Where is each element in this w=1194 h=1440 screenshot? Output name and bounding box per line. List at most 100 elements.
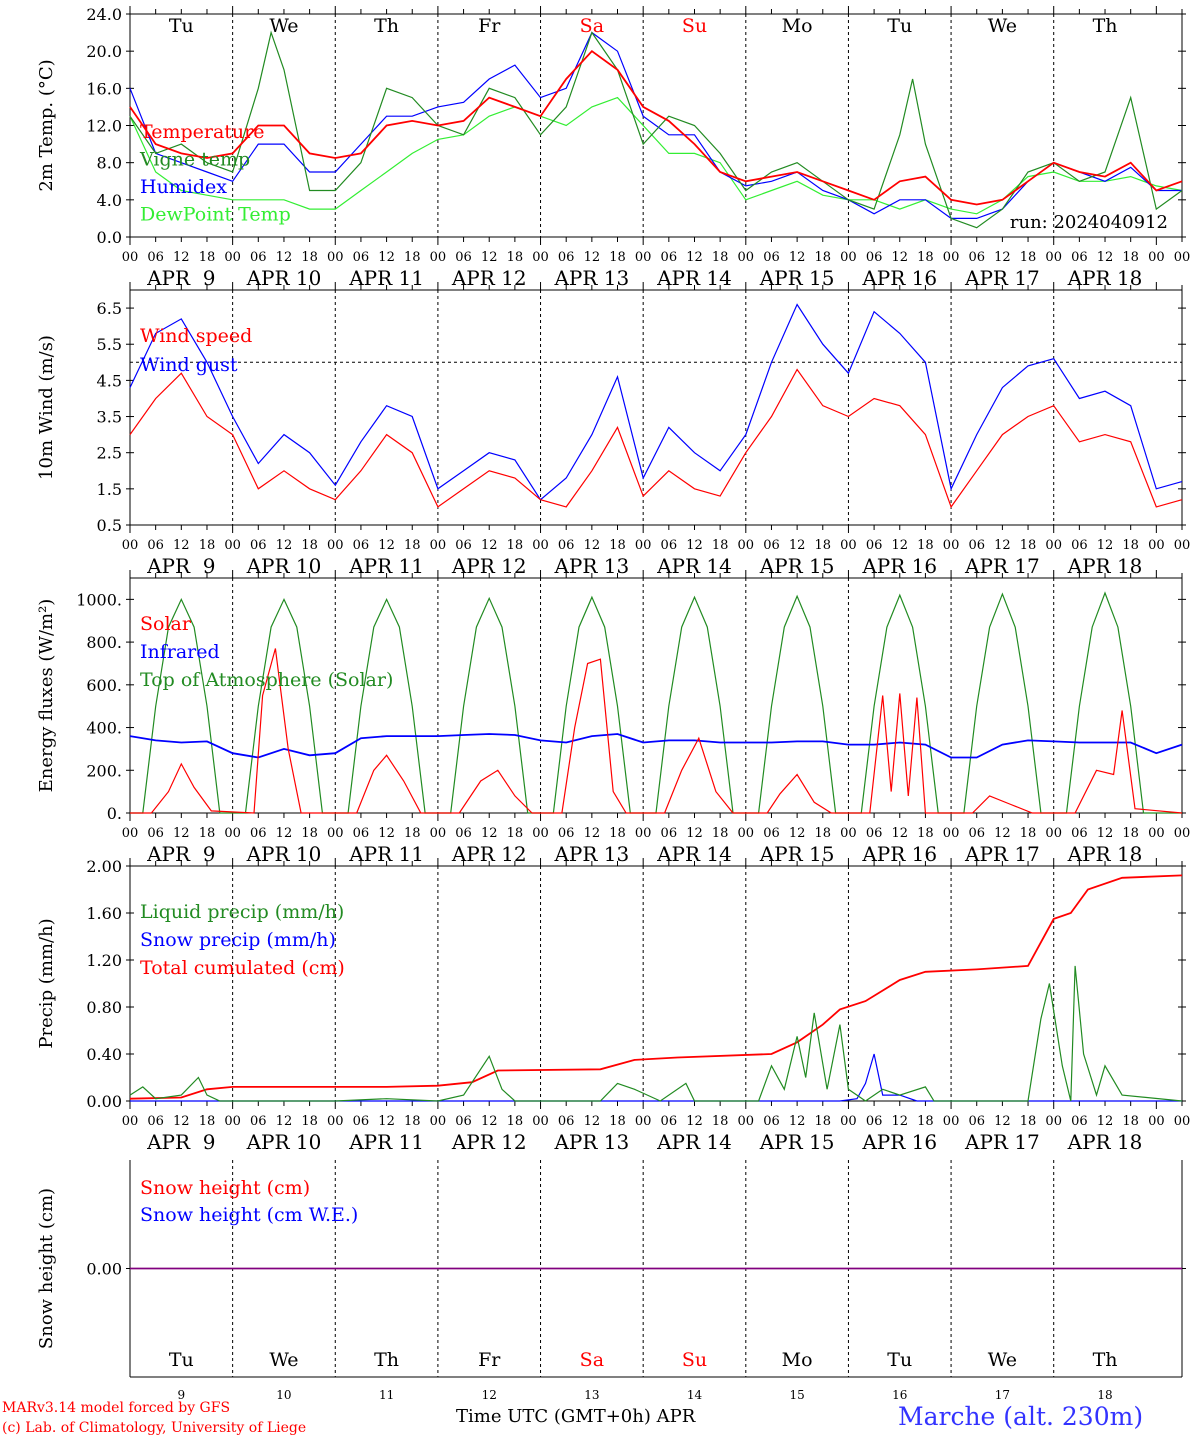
lab-credit: (c) Lab. of Climatology, University of L… <box>2 1420 307 1436</box>
hour-tick-label: 18 <box>404 250 421 265</box>
hour-tick-label: 18 <box>712 250 729 265</box>
hour-tick-label: 00 <box>738 1114 755 1129</box>
hour-tick-label: 18 <box>609 1114 626 1129</box>
hour-tick-label: 18 <box>301 250 318 265</box>
date-label: APR 17 <box>964 1130 1040 1154</box>
hour-tick-label: 06 <box>353 1114 370 1129</box>
hour-tick-label: 00 <box>840 826 857 841</box>
hour-tick-label: 12 <box>481 250 498 265</box>
weekday-label: Th <box>1093 1349 1118 1371</box>
hour-tick-label: 06 <box>661 250 678 265</box>
weekday-label: Th <box>1093 15 1118 37</box>
hour-tick-label: 18 <box>917 538 934 553</box>
series-line-0 <box>130 648 1183 814</box>
day-number-label: 13 <box>584 1388 599 1402</box>
hour-tick-label: 12 <box>891 538 908 553</box>
legend-entry: Snow height (cm) <box>140 1177 310 1199</box>
y-axis-title: Snow height (cm) <box>36 1188 57 1349</box>
hour-tick-label: 06 <box>558 538 575 553</box>
hour-tick-label: 18 <box>712 538 729 553</box>
legend-entry: Wind speed <box>140 325 252 347</box>
y-axis-title: 10m Wind (m/s) <box>36 335 57 480</box>
hour-tick-label: 12 <box>584 826 601 841</box>
hour-tick-label: 00 <box>635 250 652 265</box>
hour-tick-label: 12 <box>378 250 395 265</box>
series-line-0 <box>129 368 1183 509</box>
hour-tick-label: 12 <box>789 538 806 553</box>
hour-tick-label: 00 <box>1174 1114 1191 1129</box>
hour-tick-label: 00 <box>943 538 960 553</box>
day-number-label: 10 <box>276 1388 291 1402</box>
station-label: Marche (alt. 230m) <box>898 1402 1144 1431</box>
hour-tick-label: 00 <box>430 1114 447 1129</box>
hour-tick-label: 12 <box>1097 1114 1114 1129</box>
model-credit: MARv3.14 model forced by GFS <box>2 1400 231 1416</box>
y-tick-label: 1.20 <box>86 951 122 970</box>
weekday-label: Tu <box>887 1349 912 1371</box>
hour-tick-label: 12 <box>276 826 293 841</box>
hour-tick-label: 18 <box>917 826 934 841</box>
hour-tick-label: 00 <box>327 1114 344 1129</box>
hour-tick-label: 00 <box>327 826 344 841</box>
legend-entry: Snow precip (mm/h) <box>140 929 336 951</box>
hour-tick-label: 00 <box>1045 1114 1062 1129</box>
weekday-label: Tu <box>887 15 912 37</box>
hour-tick-label: 06 <box>147 250 164 265</box>
hour-tick-label: 18 <box>404 538 421 553</box>
weekday-label: Tu <box>169 1349 194 1371</box>
hour-tick-label: 00 <box>224 538 241 553</box>
day-number-label: 9 <box>177 1388 185 1402</box>
hour-tick-label: 18 <box>507 1114 524 1129</box>
hour-tick-label: 18 <box>507 538 524 553</box>
y-tick-label: 0.00 <box>86 1092 122 1111</box>
hour-tick-label: 18 <box>815 538 832 553</box>
y-tick-label: 400. <box>86 719 122 738</box>
date-label: APR 9 <box>146 1130 215 1154</box>
date-label: APR 15 <box>759 1130 835 1154</box>
panel-4: 0.00 0.40 0.80 1.20 1.60 2.00 00 06 12 18 00 06 12 18… <box>36 857 1190 1154</box>
day-number-label: 11 <box>379 1388 394 1402</box>
y-tick-label: 3.5 <box>97 408 122 427</box>
date-label: APR 18 <box>1067 1130 1143 1154</box>
weekday-label: Tu <box>169 15 194 37</box>
hour-tick-label: 00 <box>635 1114 652 1129</box>
hour-tick-label: 00 <box>943 250 960 265</box>
hour-tick-label: 06 <box>1071 826 1088 841</box>
legend-entry: Top of Atmosphere (Solar) <box>140 669 393 691</box>
legend-entry: Temperature <box>140 121 264 143</box>
y-tick-label: 5.5 <box>97 335 122 354</box>
hour-tick-label: 00 <box>738 250 755 265</box>
series-line-0 <box>129 50 1183 206</box>
hour-tick-label: 12 <box>789 1114 806 1129</box>
hour-tick-label: 12 <box>1097 538 1114 553</box>
hour-tick-label: 06 <box>1071 538 1088 553</box>
y-axis-title: Energy fluxes (W/m²) <box>36 599 57 793</box>
hour-tick-label: 12 <box>994 538 1011 553</box>
weekday-label: Mo <box>782 1349 813 1371</box>
panel-3: 0. 200. 400. 600. 800. 1000. 00 06 12 18 00 06 12 18 0… <box>36 570 1190 866</box>
y-tick-label: 8.0 <box>97 154 122 173</box>
legend-entry: Solar <box>140 613 192 635</box>
hour-tick-label: 12 <box>1097 826 1114 841</box>
hour-tick-label: 06 <box>353 826 370 841</box>
hour-tick-label: 18 <box>301 826 318 841</box>
hour-tick-label: 06 <box>147 826 164 841</box>
date-label: APR 16 <box>861 1130 937 1154</box>
hour-tick-label: 12 <box>1097 250 1114 265</box>
date-label: APR 11 <box>348 1130 424 1154</box>
series-line-2 <box>130 591 1182 814</box>
hour-tick-label: 06 <box>250 826 267 841</box>
hour-tick-label: 12 <box>686 250 703 265</box>
hour-tick-label: 00 <box>430 826 447 841</box>
legend-entry: Liquid precip (mm/h) <box>140 901 344 923</box>
date-label: APR 13 <box>553 1130 629 1154</box>
hour-tick-label: 18 <box>404 1114 421 1129</box>
hour-tick-label: 00 <box>224 250 241 265</box>
weekday-label: Fr <box>478 1349 501 1371</box>
hour-tick-label: 06 <box>763 538 780 553</box>
hour-tick-label: 06 <box>968 538 985 553</box>
hour-tick-label: 00 <box>327 250 344 265</box>
hour-tick-label: 00 <box>532 826 549 841</box>
hour-tick-label: 06 <box>968 826 985 841</box>
